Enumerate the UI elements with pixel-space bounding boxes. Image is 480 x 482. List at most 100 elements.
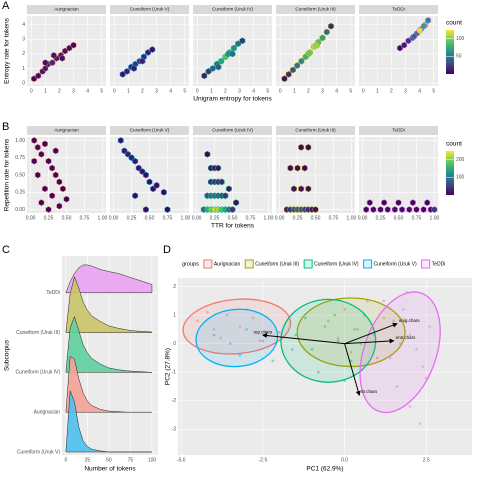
hexbin [239, 37, 246, 45]
pc-point [251, 316, 255, 320]
x-tick-label: 1 [44, 88, 47, 94]
hexbin [149, 46, 156, 53]
x-tick-label: 0.75 [329, 215, 339, 221]
x-tick-label: 1.00 [98, 215, 108, 221]
x-tick-label: 3 [238, 88, 241, 94]
x-tick-label: 3 [404, 88, 407, 94]
hexbin [45, 157, 52, 165]
pc-point [326, 319, 330, 323]
x-tick-label: 0.00 [109, 215, 119, 221]
legend-key [421, 259, 431, 269]
hexbin [413, 206, 420, 213]
legend-key [303, 259, 313, 269]
hexbin [132, 157, 139, 165]
panel-label: A [2, 0, 10, 12]
y-tick-label: 1 [173, 312, 176, 318]
hexbin [420, 22, 427, 30]
hexbin [215, 63, 222, 71]
facet-title: Cuneiform (Uruk IV) [212, 128, 253, 133]
y-tick-label: 0.00 [15, 207, 25, 213]
facet-title: TeDDi [392, 128, 405, 133]
panel-label: B [2, 121, 9, 133]
hexbin [424, 199, 431, 207]
hexbin [31, 157, 38, 165]
pc-point [245, 328, 248, 331]
pc-point [291, 348, 294, 351]
x-tick-label: 0.25 [44, 215, 54, 221]
y-tick-label: 1 [22, 66, 25, 72]
legend-key [363, 259, 373, 269]
hexbin [399, 206, 406, 213]
hexbin [49, 164, 56, 172]
facet-title: Cuneiform (Uruk V) [130, 128, 170, 133]
x-tick-label: 0.0 [341, 457, 348, 463]
pc-point [271, 359, 275, 363]
pc-point [382, 316, 386, 320]
category-label: TeDDi [46, 290, 60, 296]
density-ridge [65, 264, 153, 294]
colorbar-label: 100 [456, 36, 465, 42]
x-tick-label: 0.50 [228, 215, 238, 221]
pc-point [415, 348, 418, 351]
y-tick-label: -2 [172, 398, 177, 404]
hexbin [328, 22, 334, 30]
y-tick-label: -3 [172, 427, 177, 433]
hexbin [50, 51, 57, 59]
legend-label: Cuneiform (Uruk III) [255, 261, 299, 267]
colorbar-label: 50 [456, 54, 462, 60]
hexbin [38, 199, 45, 207]
y-tick-label: 0.75 [15, 155, 25, 161]
pc-point [349, 350, 353, 354]
x-tick-label: 4 [86, 88, 89, 94]
x-tick-label: 0.75 [163, 215, 173, 221]
facet-title: Aurignacian [54, 128, 79, 133]
hexbin [305, 143, 312, 151]
x-tick-label: 4 [335, 88, 338, 94]
density-ridge [65, 315, 152, 373]
legend-label: TeDDi [432, 261, 446, 267]
hexbin [363, 206, 370, 213]
legend-label: Aurignacian [214, 261, 241, 267]
pc-point [336, 339, 340, 343]
x-tick-label: 2 [307, 88, 310, 94]
x-tick-label: 5 [432, 88, 435, 94]
hexbin [142, 206, 149, 213]
colorbar [446, 30, 454, 74]
pc-point [349, 359, 353, 363]
panel-label: C [2, 244, 10, 256]
x-tick-label: 5 [266, 88, 269, 94]
pc-point [408, 333, 412, 337]
hexbin [323, 28, 330, 36]
pc-point [219, 336, 222, 340]
x-tick-label: 0.25 [210, 215, 220, 221]
x-tick-label: 1.00 [430, 215, 440, 221]
pc-point [294, 333, 297, 337]
x-tick-label: 5 [183, 88, 186, 94]
hexbin [281, 75, 288, 83]
facet-title: TeDDi [392, 7, 405, 12]
pc-point [225, 313, 229, 317]
density-ridge [65, 276, 153, 333]
pc-point [206, 310, 209, 314]
facet-title: Cuneiform (Uruk III) [295, 128, 336, 133]
pc-point [353, 328, 356, 331]
hexbin [381, 199, 388, 207]
x-tick-label: 1 [293, 88, 296, 94]
facet-title: Cuneiform (Uruk IV) [212, 7, 253, 12]
x-tick-label: 1 [376, 88, 379, 94]
hexbin [305, 185, 312, 193]
hexbin [56, 202, 63, 210]
x-tick-label: 2 [58, 88, 61, 94]
category-label: Cuneiform (Uruk III) [16, 330, 60, 336]
x-tick-label: 25 [85, 457, 91, 463]
group-ellipse [359, 291, 441, 414]
y-tick-label: 0.25 [15, 190, 25, 196]
x-tick-label: 3 [72, 88, 75, 94]
x-tick-label: 4 [252, 88, 255, 94]
x-tick-label: 0.50 [394, 215, 404, 221]
x-tick-label: 0.00 [275, 215, 285, 221]
x-tick-label: 0.50 [62, 215, 72, 221]
hexbin [229, 50, 236, 58]
hexbin [45, 206, 52, 213]
